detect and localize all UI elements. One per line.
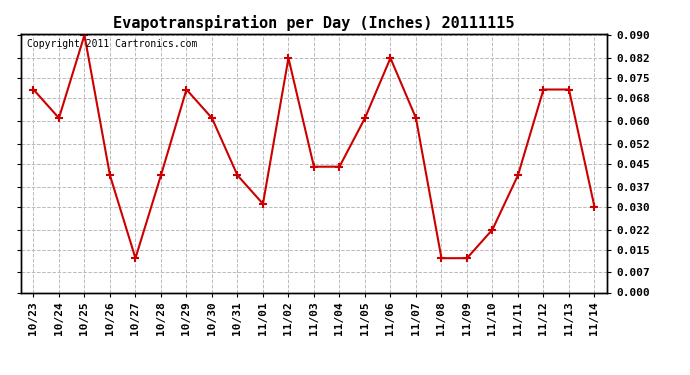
Title: Evapotranspiration per Day (Inches) 20111115: Evapotranspiration per Day (Inches) 2011… <box>113 15 515 31</box>
Text: Copyright 2011 Cartronics.com: Copyright 2011 Cartronics.com <box>26 39 197 49</box>
